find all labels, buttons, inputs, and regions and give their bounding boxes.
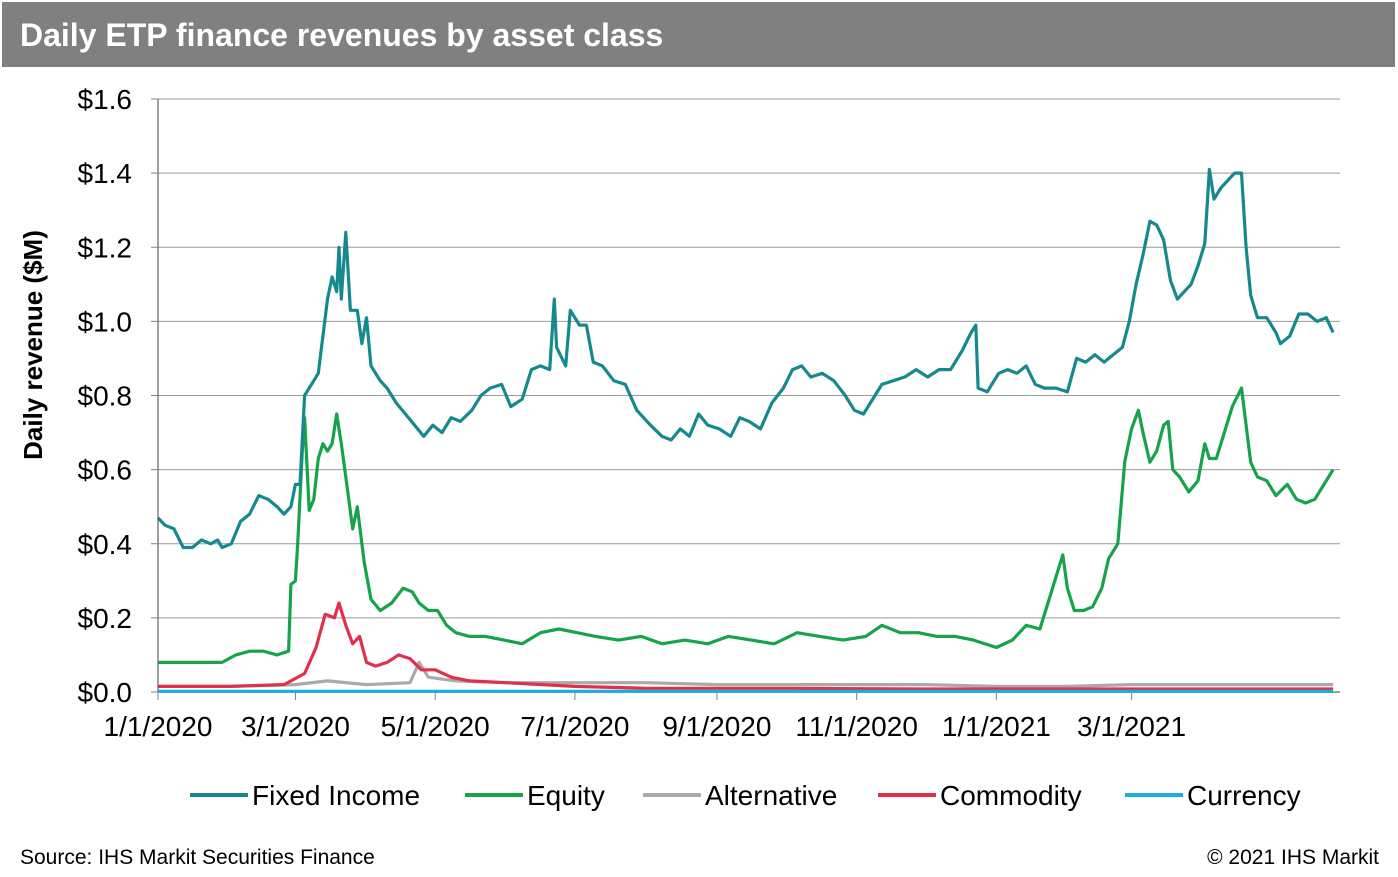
- y-tick-label: $1.0: [78, 306, 133, 337]
- series-lines: [156, 167, 1335, 693]
- title-bar: Daily ETP finance revenues by asset clas…: [2, 2, 1395, 67]
- legend: Fixed Income Equity Alternative Commodity Cu…: [190, 780, 1301, 811]
- x-tick-label: 3/1/2020: [241, 711, 350, 742]
- y-tick-label: $0.4: [78, 529, 133, 560]
- x-tick-label: 5/1/2020: [381, 711, 490, 742]
- legend-label: Fixed Income: [252, 780, 420, 811]
- series-line-equity: [158, 386, 1335, 664]
- source-note: Source: IHS Markit Securities Finance: [20, 846, 375, 869]
- y-tick-labels: $0.0 $0.2 $0.4 $0.6 $0.8 $1.0 $1.2 $1.4 $1.6: [78, 84, 133, 708]
- x-tick-label: 7/1/2020: [520, 711, 629, 742]
- series-line-alternative: [158, 660, 1334, 688]
- y-tick-label: $0.2: [78, 603, 133, 634]
- y-tick-label: $0.6: [78, 455, 133, 486]
- legend-label: Currency: [1187, 780, 1301, 811]
- y-tick-label: $0.8: [78, 381, 133, 412]
- x-tick-label: 1/1/2020: [104, 711, 213, 742]
- copyright-note: © 2021 IHS Markit: [1207, 846, 1379, 869]
- y-tick-label: $0.0: [78, 677, 133, 708]
- legend-label: Alternative: [705, 780, 837, 811]
- legend-label: Equity: [527, 780, 605, 811]
- y-axis-label: Daily revenue ($M): [18, 230, 48, 460]
- legend-label: Commodity: [940, 780, 1082, 811]
- series-line-fixed-income: [156, 167, 1335, 550]
- y-tick-label: $1.2: [78, 232, 133, 263]
- x-tick-label: 11/1/2020: [795, 711, 918, 742]
- x-tick-label: 3/1/2021: [1077, 711, 1186, 742]
- series-line-commodity: [158, 601, 1334, 691]
- y-tick-label: $1.6: [78, 84, 133, 115]
- x-tick-label: 1/1/2021: [942, 711, 1051, 742]
- x-tick-label: 9/1/2020: [662, 711, 771, 742]
- x-tick-labels: 1/1/2020 3/1/2020 5/1/2020 7/1/2020 9/1/2020…: [104, 711, 1187, 742]
- chart-title: Daily ETP finance revenues by asset clas…: [20, 17, 664, 53]
- gridlines: [158, 98, 1340, 619]
- axes: [151, 98, 1340, 700]
- y-tick-label: $1.4: [78, 158, 133, 189]
